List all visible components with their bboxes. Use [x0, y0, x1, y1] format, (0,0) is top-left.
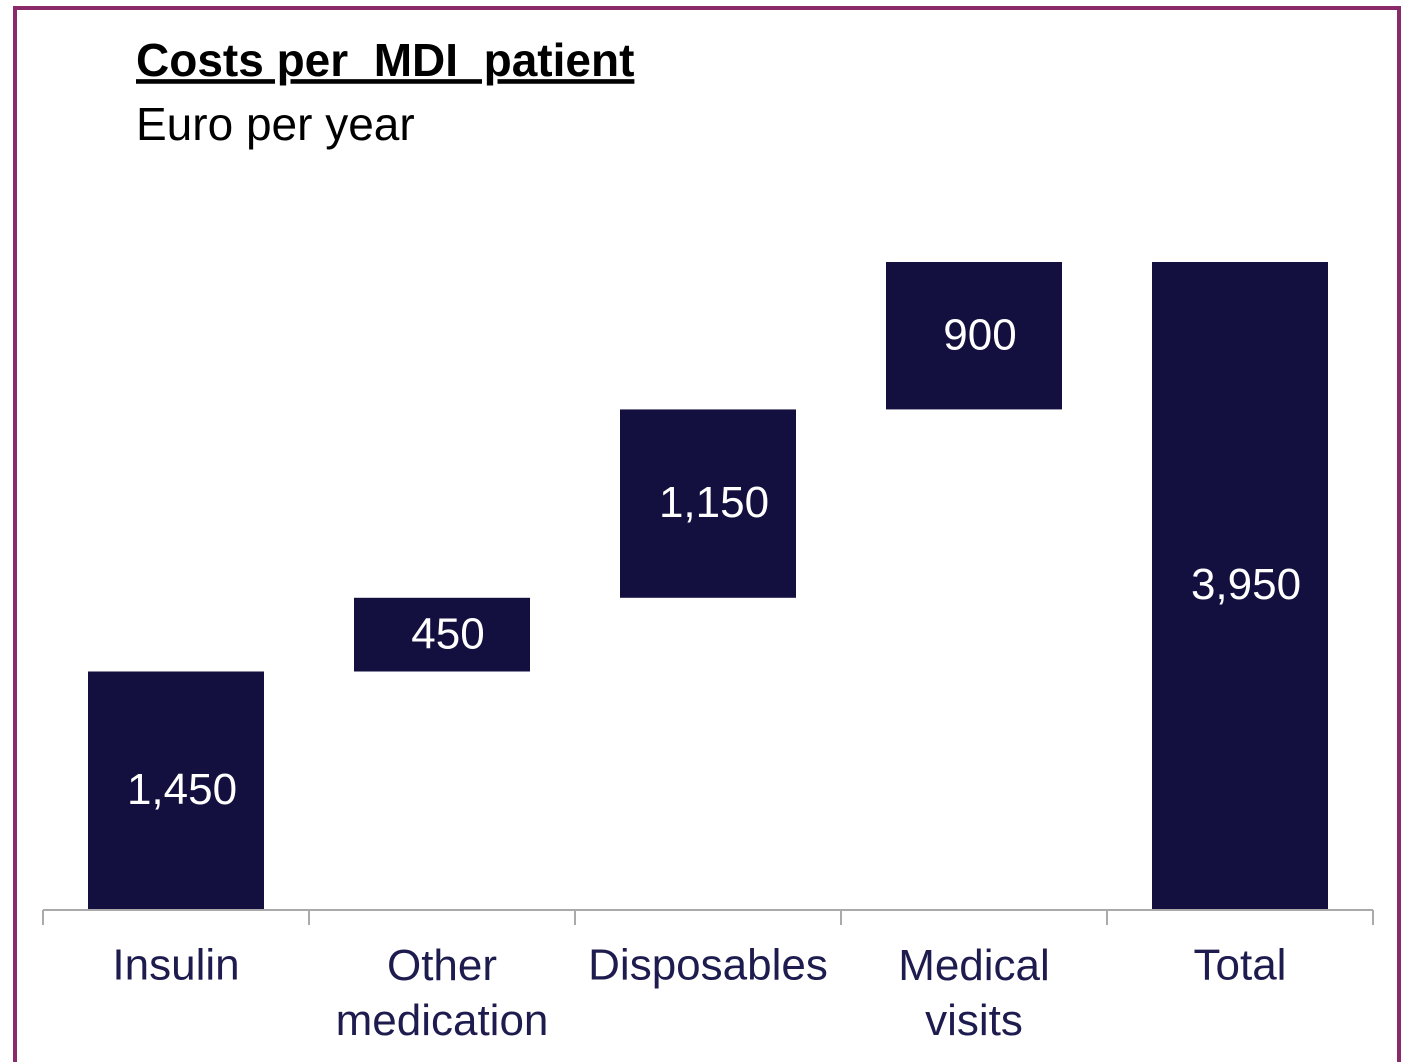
x-tick-label: Insulin	[112, 941, 239, 990]
frame	[13, 6, 1401, 1062]
value-label: 1,450	[127, 765, 237, 814]
x-tick-label: Total	[1194, 941, 1287, 990]
value-label: 1,150	[659, 478, 769, 527]
bar	[354, 597, 530, 672]
value-label: 900	[943, 310, 1016, 359]
chart-title: Costs per MDI patient	[136, 34, 634, 86]
x-tick-label: Disposables	[588, 941, 828, 990]
value-label: 3,950	[1191, 560, 1301, 609]
bar	[1152, 262, 1328, 909]
x-tick-label: Other medication	[336, 941, 549, 1045]
bar	[620, 409, 796, 598]
bar	[88, 671, 264, 909]
x-tick-label: Medical visits	[898, 941, 1050, 1045]
chart-subtitle: Euro per year	[136, 98, 415, 150]
bar	[886, 262, 1062, 410]
value-label: 450	[411, 609, 484, 658]
